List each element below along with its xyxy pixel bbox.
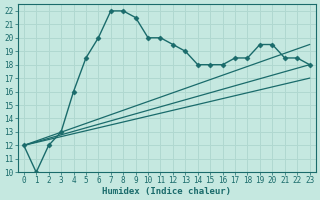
X-axis label: Humidex (Indice chaleur): Humidex (Indice chaleur) (102, 187, 231, 196)
